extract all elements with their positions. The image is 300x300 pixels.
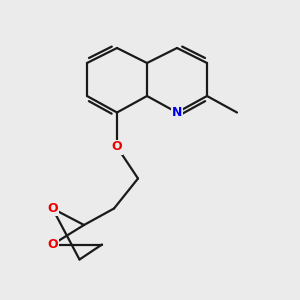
Text: O: O: [47, 238, 58, 251]
Text: N: N: [172, 106, 182, 119]
Text: O: O: [47, 202, 58, 215]
Text: O: O: [112, 140, 122, 154]
